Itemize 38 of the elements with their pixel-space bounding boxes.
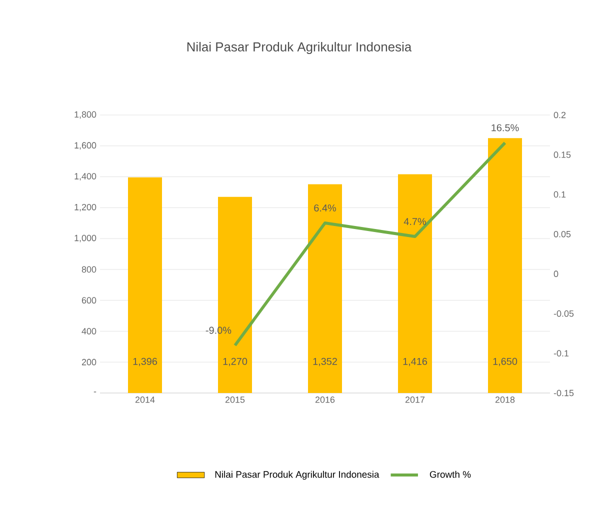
bar — [398, 174, 432, 393]
y2-tick-label: 0.15 — [554, 152, 571, 158]
bar — [308, 184, 342, 393]
bar — [128, 177, 162, 393]
y2-tick-label: -0.15 — [554, 390, 574, 396]
y2-tick-label: 0.1 — [554, 191, 566, 198]
y2-tick-label: 0 — [554, 270, 558, 278]
line-series — [234, 141, 507, 347]
y-tick-label: 400 — [82, 328, 96, 334]
y2-tick-label: 0.2 — [554, 112, 566, 118]
y2-tick-label: -0.05 — [554, 310, 574, 317]
y-tick-label: 800 — [82, 266, 96, 273]
y2-tick-label: -0.1 — [554, 350, 569, 356]
x-tick-label: 2017 — [405, 396, 425, 403]
y-tick-label: 1,000 — [74, 234, 96, 242]
data-label: 1,650 — [493, 358, 518, 366]
data-label: 4.7% — [404, 218, 426, 226]
bar — [488, 138, 522, 393]
y2-tick-label: 0.05 — [554, 230, 571, 238]
data-label: 1,352 — [313, 358, 337, 366]
y-tick-label: 1,200 — [74, 204, 96, 212]
x-tick-label: 2016 — [315, 396, 335, 403]
data-label: 6.4% — [314, 204, 336, 212]
data-label: 1,270 — [223, 358, 248, 366]
data-label: 1,396 — [133, 358, 158, 366]
chart-title: Nilai Pasar Produk Agrikultur Indonesia — [187, 42, 412, 54]
y-tick-label: 200 — [82, 358, 96, 366]
y-tick-label: 600 — [82, 297, 96, 304]
legend-label: Nilai Pasar Produk Agrikultur Indonesia — [215, 470, 380, 480]
x-tick-label: 2015 — [225, 396, 245, 403]
y-tick-label: 1,400 — [74, 173, 96, 180]
data-label: 1,416 — [403, 358, 428, 366]
data-label: 16.5% — [492, 124, 519, 132]
y-tick-label: 1,600 — [74, 142, 96, 150]
x-tick-label: 2014 — [135, 396, 155, 403]
y-tick-label: 1,800 — [74, 111, 96, 119]
x-tick-label: 2018 — [495, 396, 515, 403]
legend-label: Growth % — [430, 470, 471, 478]
